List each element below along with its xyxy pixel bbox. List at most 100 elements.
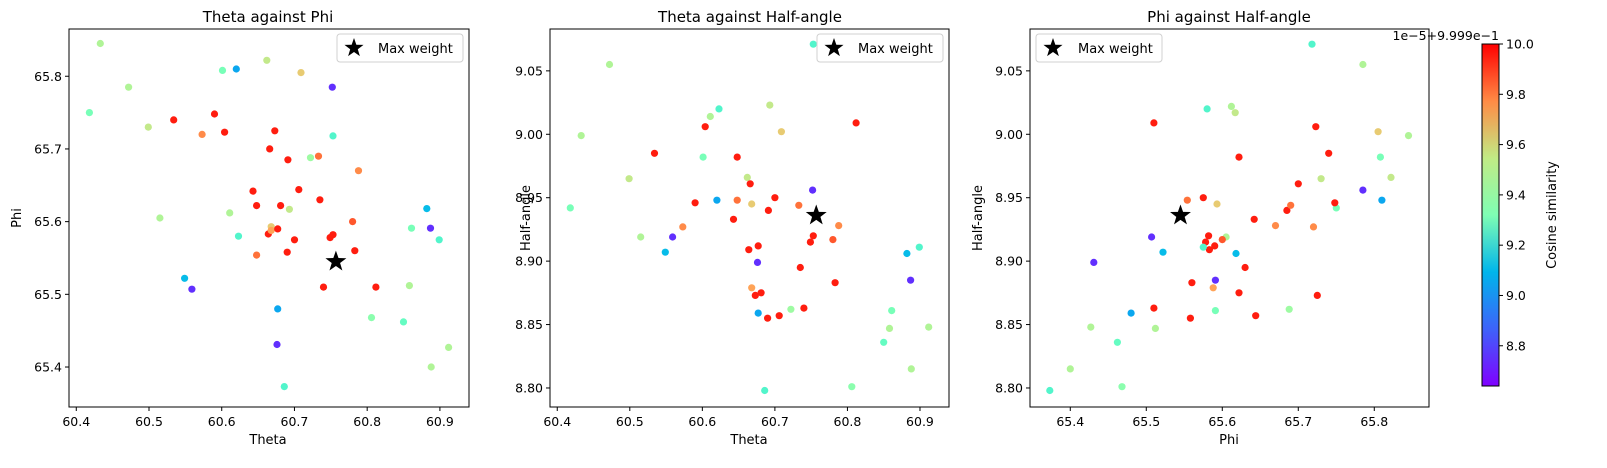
scatter-point [1159, 248, 1167, 256]
max-weight-star-icon [325, 250, 347, 271]
scatter-point [1312, 123, 1320, 131]
scatter-point [316, 196, 324, 204]
scatter-point [1359, 60, 1367, 69]
scatter-point [351, 247, 359, 255]
scatter-point [354, 167, 363, 175]
y-tick-label: 9.00 [515, 127, 543, 142]
legend-entry-max-weight: Max weight [858, 42, 933, 57]
scatter-point [831, 279, 839, 287]
scatter-point [764, 206, 773, 214]
scatter-point [650, 149, 659, 157]
scatter-point [221, 128, 229, 136]
scatter-point [253, 251, 261, 259]
x-tick-label: 60.7 [281, 414, 309, 429]
scatter-point [754, 242, 762, 250]
colorbar-ticks: 8.8 9.0 9.2 9.4 9.6 9.8 10.0 [1499, 37, 1534, 353]
legend: Max weight [336, 33, 464, 63]
legend-entry-max-weight: Max weight [1078, 42, 1153, 57]
scatter-point [306, 154, 315, 162]
scatter-point [764, 314, 772, 322]
colorbar-tick-label: 9.6 [1506, 137, 1526, 152]
scatter-point [329, 231, 337, 239]
scatter-point [1309, 223, 1318, 231]
scatter-point [1151, 324, 1159, 332]
scatter-point [1211, 307, 1219, 315]
x-tick-label: 60.5 [616, 414, 644, 429]
chart-theta-vs-half-angle: Theta against Half-angle 60.4 60.5 60.6 60.… [515, 8, 950, 448]
scatter-point [198, 130, 206, 138]
scatter-point [775, 312, 783, 320]
scatter-point [1374, 128, 1382, 136]
scatter-point [1150, 304, 1158, 312]
scatter-point [743, 173, 751, 181]
scatter-point [733, 196, 741, 204]
scatter-point [1090, 258, 1098, 266]
scatter-point [625, 175, 633, 183]
scatter-point [407, 224, 416, 232]
colorbar: 8.8 9.0 9.2 9.4 9.6 9.8 10.0 1e−5+9.999e−1 Cos… [1393, 28, 1560, 387]
y-tick-label: 8.85 [515, 317, 543, 332]
scatter-point [1250, 215, 1258, 223]
scatter-point [399, 318, 408, 326]
scatter-point [751, 291, 759, 299]
scatter-point [285, 205, 293, 213]
scatter-point [1213, 200, 1221, 208]
chart-phi-vs-half-angle: Phi against Half-angle 65.4 65.5 65.6 65.7 6… [971, 8, 1430, 448]
scatter-point [699, 153, 707, 161]
scatter-point [1235, 289, 1243, 297]
scatter-point [405, 282, 413, 290]
scatter-point [1387, 173, 1395, 181]
scatter-point [1294, 180, 1302, 188]
x-tick-label: 60.4 [62, 414, 90, 429]
scatter-point [1209, 284, 1217, 292]
x-axis-ticks: 65.4 65.5 65.6 65.7 65.8 [1056, 407, 1388, 429]
scatter-point [729, 215, 738, 223]
y-tick-label: 8.90 [515, 254, 543, 269]
scatter-point [280, 383, 288, 391]
scatter-point [274, 305, 282, 313]
y-axis-ticks: 8.80 8.85 8.90 8.95 9.00 9.05 [515, 63, 550, 395]
scatter-point [1252, 312, 1260, 320]
scatter-point [691, 199, 699, 207]
scatter-point [274, 225, 282, 233]
scatter-point [1232, 249, 1240, 258]
scatter-point [706, 112, 714, 121]
x-tick-label: 60.8 [834, 414, 862, 429]
legend-star-icon [344, 38, 364, 57]
scatter-point [800, 304, 808, 312]
scatter-point [661, 248, 669, 256]
scatter-point [748, 284, 756, 292]
colorbar-gradient [1481, 43, 1500, 387]
chart-title: Theta against Half-angle [657, 8, 842, 26]
scatter-point [915, 243, 923, 251]
x-tick-label: 65.4 [1056, 414, 1084, 429]
scatter-point [746, 180, 754, 188]
scatter-point [1308, 40, 1316, 48]
scatter-point [771, 194, 779, 202]
scatter-point [1287, 201, 1295, 209]
scatter-point [757, 289, 765, 297]
scatter-point [271, 127, 279, 135]
scatter-point [85, 109, 93, 117]
scatter-point [880, 338, 888, 346]
chart-title: Phi against Half-angle [1147, 8, 1311, 26]
scatter-point [1203, 105, 1211, 113]
x-tick-label: 60.8 [353, 414, 381, 429]
scatter-point [249, 187, 257, 195]
scatter-point [766, 101, 774, 109]
scatter-point [679, 223, 687, 231]
scatter-point [423, 205, 431, 213]
colorbar-tick-label: 9.2 [1506, 238, 1526, 253]
scatter-point [210, 110, 219, 118]
scatter-point [156, 214, 164, 222]
scatter-point [809, 40, 817, 48]
scatter-point [1148, 233, 1156, 241]
scatter-point [754, 309, 762, 317]
y-axis-label: Phi [10, 208, 25, 228]
scatter-point [226, 209, 234, 217]
scatter-point [188, 285, 196, 293]
scatter-point [314, 152, 323, 160]
y-axis-ticks: 8.80 8.85 8.90 8.95 9.00 9.05 [995, 63, 1030, 395]
y-axis-label: Half-angle [971, 185, 986, 251]
